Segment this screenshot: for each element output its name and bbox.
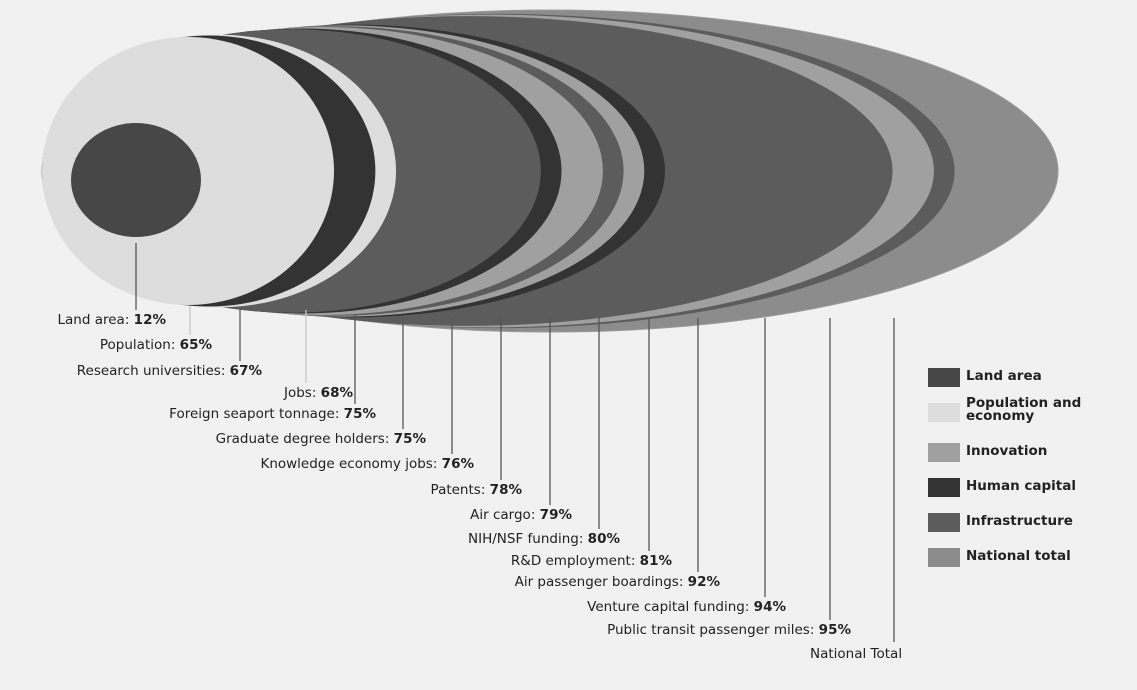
data-label-patents: Patents: 78% — [431, 482, 523, 498]
data-label-name-venture-capital-funding: Venture capital funding: — [587, 599, 754, 615]
legend-label-land-area: Land area — [966, 368, 1042, 384]
data-label-name-jobs: Jobs: — [283, 385, 321, 401]
data-labels: Land area: 12% Population: 65% Research un… — [58, 312, 903, 662]
data-label-foreign-seaport-tonnage: Foreign seaport tonnage: 75% — [169, 406, 376, 422]
legend-swatch-population-and-economy — [928, 403, 960, 422]
data-label-name-land-area: Land area: — [58, 312, 134, 328]
legend-swatch-innovation — [928, 443, 960, 462]
data-label-value-research-universities: 67% — [230, 363, 263, 379]
data-label-air-cargo: Air cargo: 79% — [470, 507, 572, 523]
data-label-population: Population: 65% — [100, 337, 213, 353]
data-label-graduate-degree-holders: Graduate degree holders: 75% — [216, 431, 427, 447]
data-label-nih-nsf-funding: NIH/NSF funding: 80% — [468, 531, 620, 547]
data-label-land-area: Land area: 12% — [58, 312, 167, 328]
data-label-name-nih-nsf-funding: NIH/NSF funding: — [468, 531, 588, 547]
data-label-value-patents: 78% — [490, 482, 523, 498]
data-label-public-transit-passenger-miles: Public transit passenger miles: 95% — [607, 622, 851, 638]
data-label-value-venture-capital-funding: 94% — [754, 599, 787, 615]
circle-layers — [41, 9, 1059, 333]
data-label-venture-capital-funding: Venture capital funding: 94% — [587, 599, 786, 615]
legend-swatch-national-total — [928, 548, 960, 567]
legend-label-innovation: Innovation — [966, 443, 1048, 459]
leader-lines — [135, 243, 895, 642]
data-label-value-r-d-employment: 81% — [640, 553, 673, 569]
legend-label-infrastructure: Infrastructure — [966, 513, 1073, 529]
data-label-national-total: National Total — [810, 646, 902, 662]
legend-label-national-total: National total — [966, 548, 1071, 564]
data-label-value-land-area: 12% — [134, 312, 167, 328]
data-label-air-passenger-boardings: Air passenger boardings: 92% — [515, 574, 721, 590]
data-label-name-air-cargo: Air cargo: — [470, 507, 540, 523]
data-label-value-foreign-seaport-tonnage: 75% — [344, 406, 377, 422]
data-label-research-universities: Research universities: 67% — [77, 363, 263, 379]
legend-swatch-human-capital — [928, 478, 960, 497]
data-label-name-knowledge-economy-jobs: Knowledge economy jobs: — [260, 456, 441, 472]
data-label-name-graduate-degree-holders: Graduate degree holders: — [216, 431, 394, 447]
data-label-value-population: 65% — [180, 337, 213, 353]
data-label-name-air-passenger-boardings: Air passenger boardings: — [515, 574, 688, 590]
data-label-value-air-cargo: 79% — [540, 507, 573, 523]
data-label-r-d-employment: R&D employment: 81% — [511, 553, 673, 569]
data-label-name-patents: Patents: — [431, 482, 490, 498]
data-label-knowledge-economy-jobs: Knowledge economy jobs: 76% — [260, 456, 474, 472]
data-label-value-graduate-degree-holders: 75% — [394, 431, 427, 447]
data-label-name-public-transit-passenger-miles: Public transit passenger miles: — [607, 622, 819, 638]
legend-swatch-land-area — [928, 368, 960, 387]
data-label-name-foreign-seaport-tonnage: Foreign seaport tonnage: — [169, 406, 344, 422]
data-label-value-public-transit-passenger-miles: 95% — [819, 622, 852, 638]
legend-swatch-infrastructure — [928, 513, 960, 532]
data-label-value-jobs: 68% — [321, 385, 354, 401]
circle-land-area — [71, 123, 201, 237]
data-label-value-knowledge-economy-jobs: 76% — [442, 456, 475, 472]
data-label-value-nih-nsf-funding: 80% — [588, 531, 621, 547]
data-label-jobs: Jobs: 68% — [283, 385, 353, 401]
legend-label-human-capital: Human capital — [966, 478, 1076, 494]
data-label-value-air-passenger-boardings: 92% — [688, 574, 721, 590]
legend-label-population-and-economy: Population and economy — [966, 395, 1082, 424]
data-label-name-research-universities: Research universities: — [77, 363, 230, 379]
data-label-name-r-d-employment: R&D employment: — [511, 553, 640, 569]
data-label-name-population: Population: — [100, 337, 180, 353]
